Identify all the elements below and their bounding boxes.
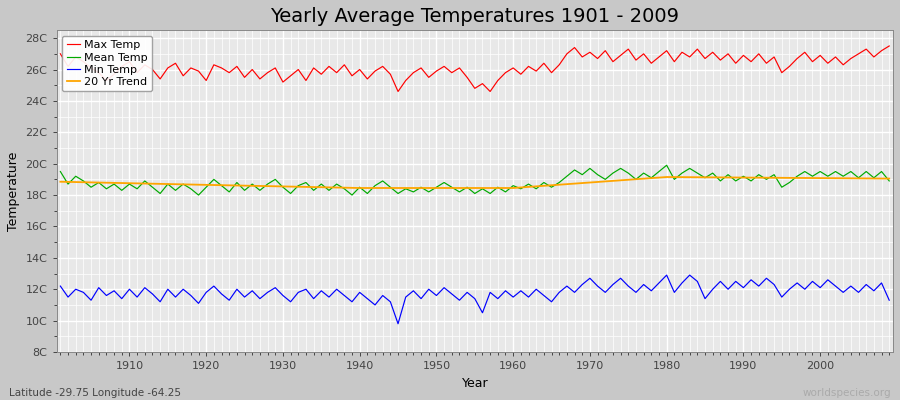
Min Temp — [608, 282, 618, 287]
Text: Latitude -29.75 Longitude -64.25: Latitude -29.75 Longitude -64.25 — [9, 388, 181, 398]
Mean Temp — [55, 169, 66, 174]
20 Yr Trend — [608, 178, 618, 183]
Mean Temp — [116, 188, 127, 193]
20 Yr Trend — [662, 175, 672, 180]
Max Temp — [392, 89, 403, 94]
Min Temp — [331, 287, 342, 292]
20 Yr Trend — [516, 185, 526, 190]
Line: Mean Temp: Mean Temp — [60, 165, 889, 195]
20 Yr Trend — [116, 181, 127, 186]
Line: 20 Yr Trend: 20 Yr Trend — [60, 177, 889, 188]
Min Temp — [662, 273, 672, 278]
20 Yr Trend — [508, 186, 518, 190]
Y-axis label: Temperature: Temperature — [7, 152, 20, 231]
X-axis label: Year: Year — [462, 376, 488, 390]
20 Yr Trend — [884, 176, 895, 181]
Mean Temp — [194, 193, 204, 198]
Line: Min Temp: Min Temp — [60, 275, 889, 324]
Min Temp — [285, 299, 296, 304]
Mean Temp — [508, 183, 518, 188]
20 Yr Trend — [55, 179, 66, 184]
Line: Max Temp: Max Temp — [60, 46, 889, 92]
Min Temp — [392, 321, 403, 326]
Mean Temp — [662, 163, 672, 168]
Max Temp — [285, 73, 296, 78]
Mean Temp — [339, 186, 350, 191]
Max Temp — [608, 59, 618, 64]
Min Temp — [516, 288, 526, 293]
Text: worldspecies.org: worldspecies.org — [803, 388, 891, 398]
Min Temp — [508, 295, 518, 300]
Max Temp — [331, 70, 342, 75]
Max Temp — [516, 72, 526, 77]
Title: Yearly Average Temperatures 1901 - 2009: Yearly Average Temperatures 1901 - 2009 — [270, 7, 680, 26]
Legend: Max Temp, Mean Temp, Min Temp, 20 Yr Trend: Max Temp, Mean Temp, Min Temp, 20 Yr Tre… — [62, 36, 152, 91]
20 Yr Trend — [285, 184, 296, 189]
Max Temp — [55, 52, 66, 56]
Max Temp — [508, 66, 518, 70]
20 Yr Trend — [331, 185, 342, 190]
Min Temp — [55, 284, 66, 288]
20 Yr Trend — [355, 186, 365, 190]
Mean Temp — [884, 178, 895, 183]
Mean Temp — [516, 186, 526, 191]
Mean Temp — [608, 171, 618, 176]
Max Temp — [884, 44, 895, 48]
Max Temp — [116, 64, 127, 69]
Mean Temp — [292, 183, 303, 188]
Min Temp — [884, 298, 895, 303]
Min Temp — [116, 296, 127, 301]
